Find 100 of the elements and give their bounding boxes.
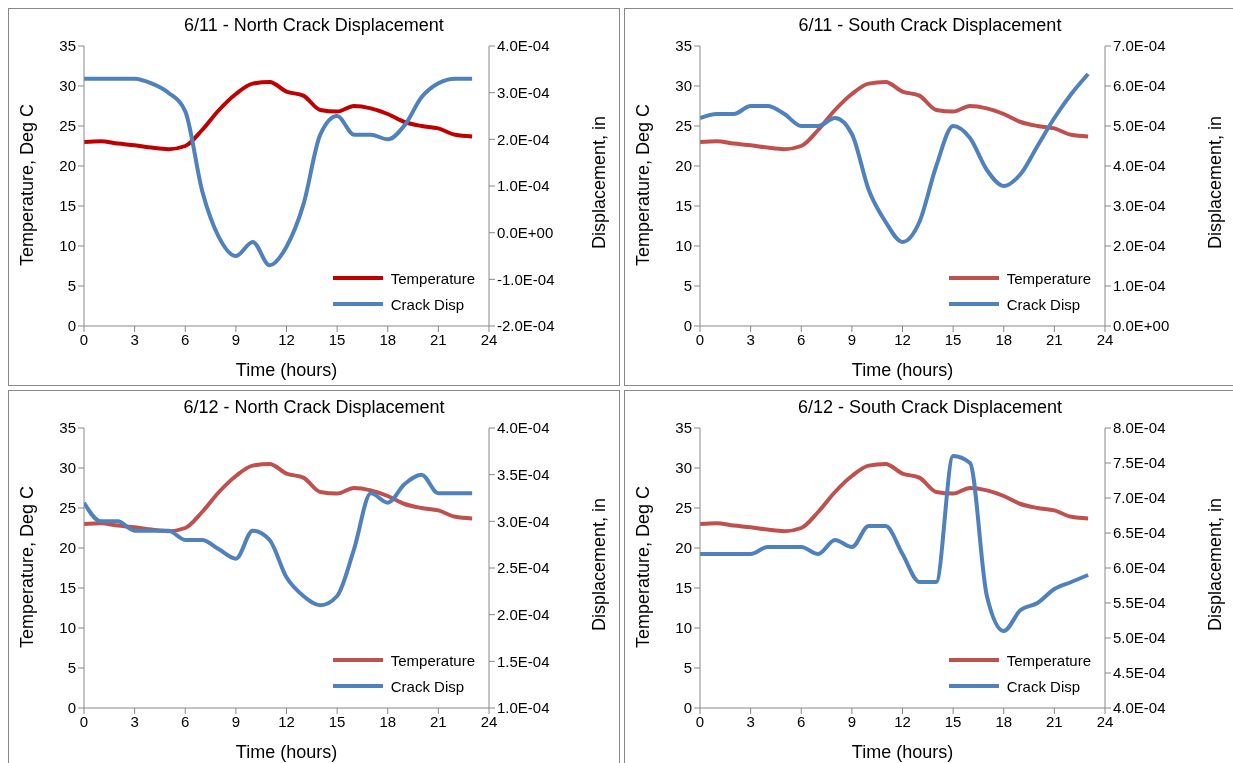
y-axis-title: Temperature, Deg C xyxy=(633,485,654,648)
y-tick-label: 35 xyxy=(59,37,76,55)
x-tick-label: 6 xyxy=(181,330,190,348)
y2-tick-label: 1.0E-04 xyxy=(497,177,550,195)
x-axis-title: Time (hours) xyxy=(851,360,954,380)
y2-tick-label: 3.5E-04 xyxy=(497,465,550,483)
line-series xyxy=(700,72,1091,244)
x-tick-label: 6 xyxy=(797,330,806,348)
x-tick-label: 0 xyxy=(695,330,705,348)
y-tick-label: 5 xyxy=(67,277,76,295)
y-tick-label: 0 xyxy=(683,317,692,335)
y2-tick-label: 8.0E-04 xyxy=(1113,419,1166,437)
y-tick-label: 0 xyxy=(683,699,692,717)
y-tick-label: 25 xyxy=(59,117,76,135)
y2-axis-title: Displacement, in xyxy=(1205,116,1226,250)
y2-tick-label: 1.5E-04 xyxy=(497,652,550,670)
y-axis-title: Temperature, Deg C xyxy=(17,103,38,266)
legend-label: Crack Disp xyxy=(1006,295,1081,313)
legend-label: Temperature xyxy=(1006,269,1091,287)
y2-tick-label: 6.0E-04 xyxy=(1113,77,1166,95)
x-tick-label: 21 xyxy=(1046,712,1063,730)
x-tick-label: 9 xyxy=(847,330,857,348)
x-tick-label: 24 xyxy=(1096,712,1114,730)
y-tick-label: 5 xyxy=(683,659,692,677)
y2-tick-label: 0.0E+00 xyxy=(1113,317,1170,335)
y2-tick-label: 4.0E-04 xyxy=(1113,157,1166,175)
y-axis-title: Temperature, Deg C xyxy=(633,103,654,266)
y2-tick-label: 3.0E-04 xyxy=(497,83,550,101)
y2-tick-label: 3.0E-04 xyxy=(497,512,550,530)
y-tick-label: 25 xyxy=(675,499,692,517)
y2-tick-label: 2.0E-04 xyxy=(1113,237,1166,255)
y-tick-label: 10 xyxy=(675,237,692,255)
legend-label: Crack Disp xyxy=(1006,677,1081,695)
y-tick-label: 20 xyxy=(59,157,76,175)
y-tick-label: 30 xyxy=(675,77,692,95)
y2-tick-label: 5.5E-04 xyxy=(1113,594,1166,612)
x-tick-label: 18 xyxy=(995,330,1013,348)
y2-tick-label: 7.0E-04 xyxy=(1113,37,1166,55)
legend-label: Crack Disp xyxy=(390,677,465,695)
x-tick-label: 12 xyxy=(894,712,911,730)
legend-label: Temperature xyxy=(390,269,475,287)
x-tick-label: 18 xyxy=(379,330,397,348)
y2-tick-label: 2.5E-04 xyxy=(497,559,550,577)
y2-tick-label: 5.0E-04 xyxy=(1113,629,1166,647)
line-series xyxy=(84,462,475,534)
y2-tick-label: 3.0E-04 xyxy=(1113,197,1166,215)
chart-title: 6/11 - North Crack Displacement xyxy=(183,15,445,36)
y2-tick-label: 1.0E-04 xyxy=(497,699,550,717)
legend-label: Temperature xyxy=(390,651,475,669)
x-tick-label: 18 xyxy=(995,712,1013,730)
y-tick-label: 10 xyxy=(675,619,692,637)
y-tick-label: 20 xyxy=(59,539,76,557)
y2-axis-title: Displacement, in xyxy=(589,116,610,250)
chart-title: 6/11 - South Crack Displacement xyxy=(797,15,1063,36)
x-tick-label: 21 xyxy=(430,330,447,348)
x-tick-label: 3 xyxy=(130,330,139,348)
x-tick-label: 18 xyxy=(379,712,397,730)
legend-label: Temperature xyxy=(1006,651,1091,669)
y-tick-label: 15 xyxy=(675,197,692,215)
line-series xyxy=(700,454,1091,633)
line-series xyxy=(84,80,475,152)
y2-tick-label: -1.0E-04 xyxy=(497,270,555,288)
y-tick-label: 35 xyxy=(675,37,692,55)
y-tick-label: 25 xyxy=(675,117,692,135)
x-tick-label: 6 xyxy=(797,712,806,730)
y-tick-label: 30 xyxy=(59,77,76,95)
line-series xyxy=(700,80,1091,152)
x-axis-title: Time (hours) xyxy=(235,360,338,380)
y-tick-label: 0 xyxy=(67,317,76,335)
y2-tick-label: 4.0E-04 xyxy=(497,37,550,55)
y2-tick-label: 4.0E-04 xyxy=(1113,699,1166,717)
x-axis-title: Time (hours) xyxy=(235,742,338,762)
x-tick-label: 24 xyxy=(1096,330,1114,348)
line-series xyxy=(700,462,1091,534)
x-tick-label: 9 xyxy=(231,712,241,730)
y2-tick-label: 6.5E-04 xyxy=(1113,524,1166,542)
x-tick-label: 15 xyxy=(328,330,346,348)
line-series xyxy=(84,76,475,268)
y2-tick-label: 1.0E-04 xyxy=(1113,277,1166,295)
x-tick-label: 15 xyxy=(944,330,962,348)
x-tick-label: 21 xyxy=(1046,330,1063,348)
x-tick-label: 24 xyxy=(480,330,498,348)
y-tick-label: 35 xyxy=(675,419,692,437)
chart-title: 6/12 - North Crack Displacement xyxy=(182,397,446,418)
x-tick-label: 3 xyxy=(746,712,755,730)
y2-tick-label: 7.5E-04 xyxy=(1113,454,1166,472)
legend-label: Crack Disp xyxy=(390,295,465,313)
y-tick-label: 20 xyxy=(675,539,692,557)
y2-tick-label: 7.0E-04 xyxy=(1113,489,1166,507)
y-tick-label: 30 xyxy=(59,459,76,477)
y-tick-label: 10 xyxy=(59,619,76,637)
x-tick-label: 12 xyxy=(278,712,295,730)
line-series xyxy=(84,472,475,608)
y2-tick-label: -2.0E-04 xyxy=(497,317,555,335)
x-tick-label: 9 xyxy=(847,712,857,730)
x-tick-label: 12 xyxy=(894,330,911,348)
y2-tick-label: 4.0E-04 xyxy=(497,419,550,437)
y2-tick-label: 6.0E-04 xyxy=(1113,559,1166,577)
y-tick-label: 25 xyxy=(59,499,76,517)
y2-tick-label: 0.0E+00 xyxy=(497,223,554,241)
